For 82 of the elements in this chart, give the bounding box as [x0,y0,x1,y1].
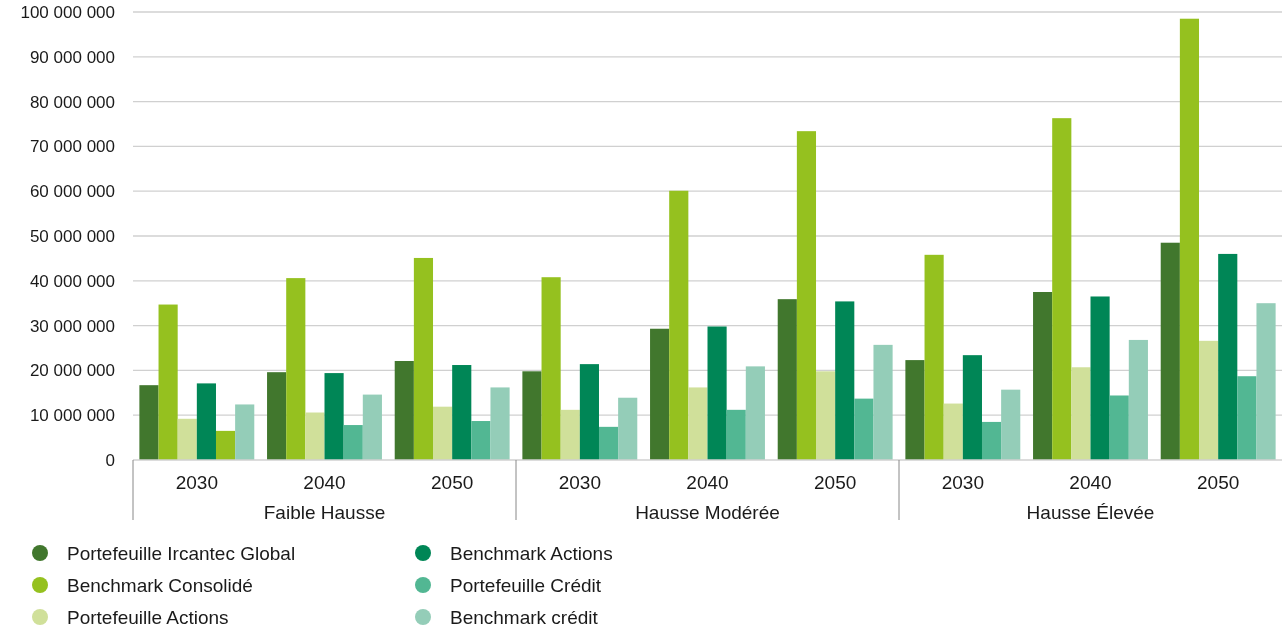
y-tick-label: 80 000 000 [29,92,115,112]
bar [905,360,925,460]
x-tick-label: 2030 [175,471,218,493]
y-tick-label: 30 000 000 [29,316,115,336]
legend-label: Portefeuille Ircantec Global [67,542,296,564]
text: Hausse Modérée [635,501,780,523]
bar [560,409,580,460]
x-tick-label: 2040 [686,471,729,493]
bar [981,421,1002,460]
bar [650,328,670,460]
y-tick-label: 100 000 000 [20,2,115,22]
bar [235,404,255,460]
legend-label: Benchmark crédit [450,606,599,628]
bar [139,385,159,460]
bar [1071,367,1091,460]
x-tick-label: 2040 [1069,471,1112,493]
bar [962,355,982,460]
bar [541,277,561,460]
bar [305,412,325,460]
x-tick-label: 2050 [814,471,857,493]
bar [490,387,510,460]
text: Hausse Élevée [1026,501,1155,523]
bar [854,398,874,460]
bar [816,371,836,460]
bar [924,254,944,460]
bar [196,383,216,460]
legend-label: Benchmark Actions [450,542,613,564]
bar [1218,253,1238,460]
legend-label: Benchmark Consolidé [67,574,253,596]
bar [1090,296,1110,460]
bar [579,364,599,460]
bar [158,304,178,460]
bar [522,371,542,460]
bar [873,344,893,460]
bar [1179,18,1200,460]
bar [471,421,491,460]
bar [286,278,306,460]
bar [943,403,963,460]
legend-label: Portefeuille Actions [67,606,229,628]
y-tick-label: 70 000 000 [29,137,115,157]
bar [1052,118,1072,460]
y-tick-label: 40 000 000 [29,271,115,291]
bar [796,131,817,460]
bar [394,360,414,460]
bar [1160,242,1180,460]
bar [452,365,472,460]
bar [1199,340,1219,460]
bar [324,373,344,460]
bar [618,397,638,460]
x-tick-label: 2040 [303,471,346,493]
bar [177,418,197,460]
y-tick-label: 60 000 000 [29,182,115,202]
bar [1256,303,1276,460]
y-tick-label: 20 000 000 [29,361,115,381]
legend-label: Portefeuille Crédit [450,574,602,596]
bar [433,406,453,460]
bar [413,257,434,460]
bar [1109,395,1129,460]
bar [598,426,619,460]
bar [362,394,382,460]
y-tick-label: 0 [105,450,115,470]
bar [1033,292,1053,460]
text: Faible Hausse [263,501,386,523]
bar [707,326,727,460]
bar [726,409,746,460]
bar [267,372,287,460]
bar [688,387,708,460]
y-tick-label: 90 000 000 [29,47,115,67]
x-tick-label: 2030 [558,471,601,493]
bar [343,425,363,460]
bar [669,190,689,460]
bar [1237,376,1257,460]
y-tick-label: 10 000 000 [29,406,115,426]
bar [777,299,797,460]
x-tick-label: 2050 [1197,471,1240,493]
x-tick-label: 2030 [941,471,984,493]
bar [1001,389,1021,460]
bar [1128,339,1148,460]
bar [745,366,765,460]
y-tick-label: 50 000 000 [29,226,115,246]
bar [835,301,855,460]
x-tick-label: 2050 [431,471,474,493]
